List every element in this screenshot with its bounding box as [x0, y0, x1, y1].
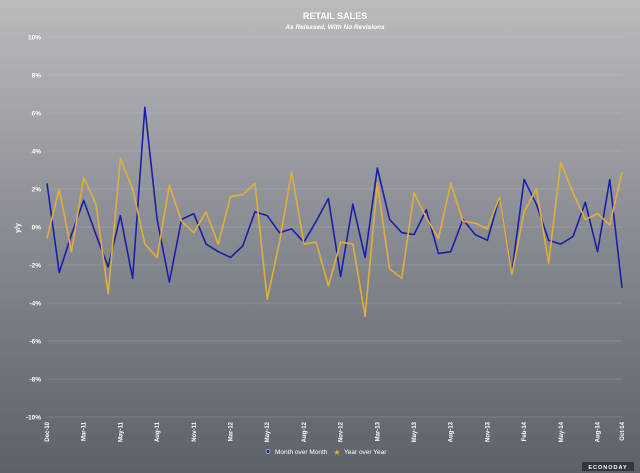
series-line-month-over-month [46, 106, 623, 288]
series-line-year-over-year [46, 157, 623, 318]
x-tick-label: May-13 [412, 421, 418, 442]
y-tick-label: -6% [29, 339, 41, 346]
x-tick-label: May-12 [265, 421, 271, 442]
y-tick-label: 2% [32, 187, 42, 194]
x-tick-label: Mar-13 [375, 421, 381, 441]
brand-logo: ECONODAY [588, 465, 627, 471]
y-axis-ticks: 10% 8% 6% 4% 2% 0% -2% -4% -6% -8% -10% [26, 35, 41, 422]
y-tick-label: 10% [28, 35, 41, 42]
y-tick-label: -2% [29, 263, 41, 270]
legend: Month over Month ★ Year over Year [265, 448, 387, 457]
y-tick-label: -4% [29, 301, 41, 308]
legend-label-year-over-year: Year over Year [344, 449, 387, 456]
legend-marker-year-over-year: ★ [333, 448, 340, 457]
y-tick-label: 4% [32, 149, 42, 156]
y-tick-label: 8% [32, 73, 42, 80]
grid-lines [47, 36, 622, 418]
y-tick-label: -8% [29, 377, 41, 384]
legend-label-month-over-month: Month over Month [275, 449, 328, 456]
x-tick-label: Feb-14 [522, 421, 528, 441]
x-tick-label: Aug-13 [449, 421, 455, 442]
chart-title: RETAIL SALES [303, 11, 367, 21]
x-tick-label: Dec-10 [45, 421, 51, 441]
x-tick-label: May-11 [118, 421, 124, 442]
y-tick-label: -10% [26, 415, 41, 422]
y-axis-label: y/y [15, 223, 22, 233]
x-tick-label: Nov-12 [339, 421, 345, 442]
y-tick-label: 0% [32, 225, 42, 232]
x-tick-label: Aug-11 [155, 421, 161, 442]
chart-subtitle: As Released, With No Revisions [284, 24, 385, 31]
x-tick-label: May-14 [559, 421, 565, 442]
x-tick-label: Aug-12 [302, 421, 308, 442]
series-lines [46, 106, 623, 318]
x-tick-label: Mar-11 [82, 421, 88, 441]
y-tick-label: 6% [32, 111, 42, 118]
x-tick-label: Nov-11 [192, 421, 198, 441]
legend-marker-month-over-month [265, 449, 271, 454]
x-tick-label: Mar-12 [229, 421, 235, 441]
x-tick-label: Aug-14 [596, 421, 602, 442]
x-tick-label: Nov-13 [485, 421, 491, 442]
brand-badge [582, 462, 634, 471]
x-tick-label: Oct-14 [620, 421, 626, 440]
x-axis-ticks: Dec-10 Mar-11 May-11 Aug-11 Nov-11 Mar-12 May-… [45, 421, 626, 442]
